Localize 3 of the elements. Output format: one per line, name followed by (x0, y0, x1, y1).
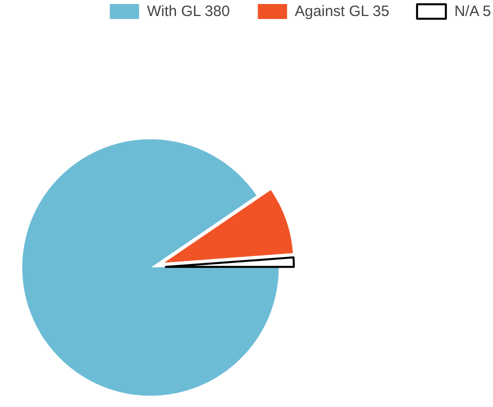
legend-label: With GL 380 (146, 2, 230, 20)
legend-label: Against GL 35 (294, 2, 390, 20)
legend-label: N/A 5 (454, 2, 491, 20)
